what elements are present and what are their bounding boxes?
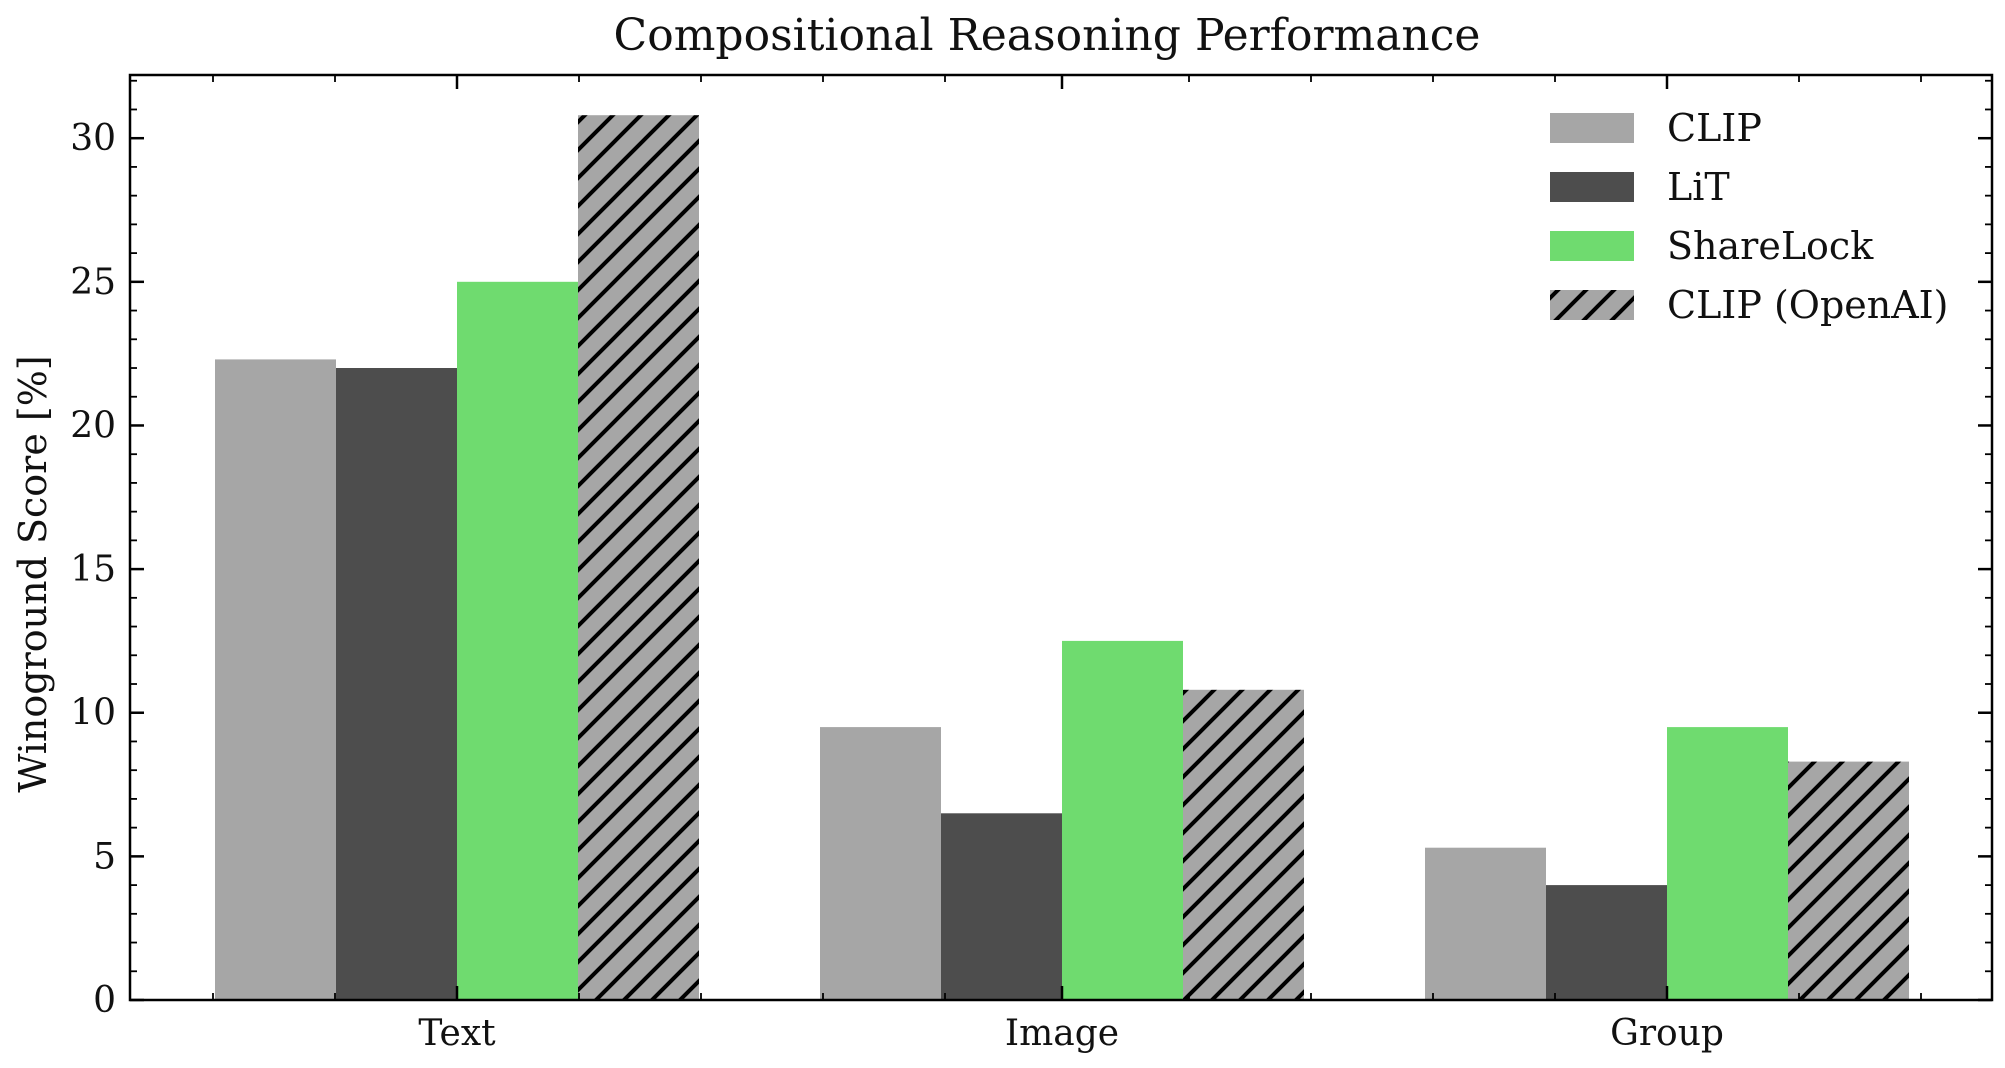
legend-swatch-sharelock	[1550, 231, 1634, 261]
bar-sharelock-group	[1667, 727, 1788, 1000]
legend-label-sharelock: ShareLock	[1667, 224, 1874, 268]
y-axis-label: Winoground Score [%]	[11, 355, 55, 792]
x-tick-label-text: Text	[418, 1013, 496, 1054]
x-tick-label-group: Group	[1610, 1013, 1724, 1054]
legend-label-clip: CLIP	[1667, 106, 1762, 150]
x-tick-label-image: Image	[1005, 1013, 1119, 1054]
bar-clip-group	[1425, 847, 1546, 1000]
bar-lit-text	[336, 368, 457, 1000]
y-tick-label: 30	[70, 118, 116, 159]
y-tick-label: 0	[93, 980, 116, 1021]
legend: CLIP LiT ShareLock CLIP (OpenAI)	[1550, 106, 1949, 327]
bars-group	[215, 115, 1909, 1000]
bar-clip-image	[820, 727, 941, 1000]
bar-clip-openai-text	[578, 115, 699, 1000]
y-tick-label: 5	[93, 836, 116, 877]
y-axis-ticks: 0 5 10 15 20 25 30	[70, 79, 1992, 1021]
bar-lit-image	[941, 813, 1062, 1000]
plot-frame	[128, 73, 1994, 1002]
legend-swatch-lit	[1550, 172, 1634, 202]
bar-clip-openai-image	[1183, 689, 1304, 1000]
chart-title: Compositional Reasoning Performance	[614, 10, 1481, 61]
y-tick-label: 10	[70, 693, 116, 734]
y-tick-label: 15	[70, 549, 116, 590]
y-tick-label: 20	[70, 405, 116, 446]
legend-label-clip-openai: CLIP (OpenAI)	[1667, 283, 1949, 327]
legend-swatch-clip-openai	[1550, 290, 1634, 320]
x-axis-ticks: Text Image Group	[212, 75, 1922, 1054]
bar-clip-text	[215, 359, 336, 1000]
bar-sharelock-text	[457, 281, 578, 1000]
bar-sharelock-image	[1062, 640, 1183, 1000]
legend-swatch-clip	[1550, 113, 1634, 143]
legend-label-lit: LiT	[1667, 165, 1730, 209]
bar-clip-openai-group	[1788, 761, 1909, 1000]
bar-lit-group	[1546, 885, 1667, 1000]
y-tick-label: 25	[70, 262, 116, 303]
